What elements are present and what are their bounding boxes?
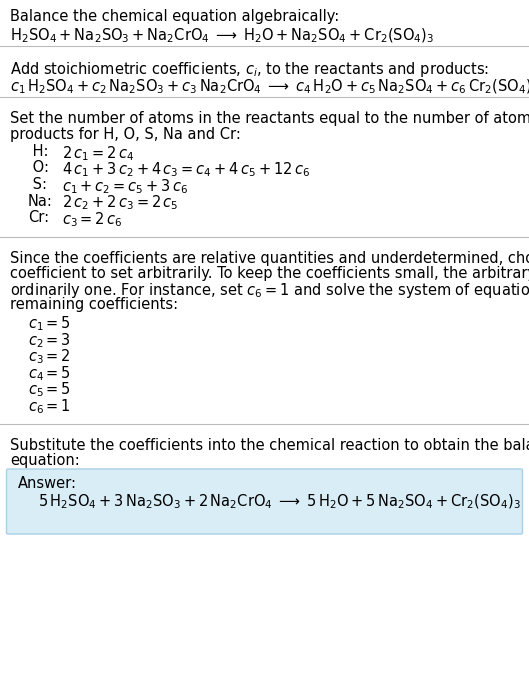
- Text: Since the coefficients are relative quantities and underdetermined, choose a: Since the coefficients are relative quan…: [10, 251, 529, 265]
- Text: coefficient to set arbitrarily. To keep the coefficients small, the arbitrary va: coefficient to set arbitrarily. To keep …: [10, 266, 529, 281]
- Text: products for H, O, S, Na and Cr:: products for H, O, S, Na and Cr:: [10, 126, 241, 142]
- Text: S:: S:: [28, 177, 47, 192]
- Text: $\mathregular{H_2SO_4 + Na_2SO_3 + Na_2CrO_4}$$\;\longrightarrow\;$$\mathregular: $\mathregular{H_2SO_4 + Na_2SO_3 + Na_2C…: [10, 27, 434, 45]
- Text: Answer:: Answer:: [18, 475, 77, 491]
- Text: $2\,c_2 + 2\,c_3 = 2\,c_5$: $2\,c_2 + 2\,c_3 = 2\,c_5$: [62, 194, 179, 212]
- Text: $c_2 = 3$: $c_2 = 3$: [28, 331, 71, 350]
- Text: Na:: Na:: [28, 194, 53, 208]
- Text: $c_5 = 5$: $c_5 = 5$: [28, 381, 71, 399]
- Text: H:: H:: [28, 144, 49, 159]
- Text: $5\,\mathregular{H_2SO_4} + 3\,\mathregular{Na_2SO_3} + 2\,\mathregular{Na_2CrO_: $5\,\mathregular{H_2SO_4} + 3\,\mathregu…: [38, 493, 521, 511]
- Text: $4\,c_1 + 3\,c_2 + 4\,c_3 = c_4 + 4\,c_5 + 12\,c_6$: $4\,c_1 + 3\,c_2 + 4\,c_3 = c_4 + 4\,c_5…: [62, 161, 311, 179]
- FancyBboxPatch shape: [6, 469, 523, 534]
- Text: $c_1\,\mathregular{H_2SO_4} + c_2\,\mathregular{Na_2SO_3} + c_3\,\mathregular{Na: $c_1\,\mathregular{H_2SO_4} + c_2\,\math…: [10, 78, 529, 96]
- Text: Balance the chemical equation algebraically:: Balance the chemical equation algebraica…: [10, 9, 339, 24]
- Text: equation:: equation:: [10, 453, 80, 468]
- Text: O:: O:: [28, 161, 49, 175]
- Text: Set the number of atoms in the reactants equal to the number of atoms in the: Set the number of atoms in the reactants…: [10, 111, 529, 126]
- Text: ordinarily one. For instance, set $c_6 = 1$ and solve the system of equations fo: ordinarily one. For instance, set $c_6 =…: [10, 282, 529, 300]
- Text: $c_1 + c_2 = c_5 + 3\,c_6$: $c_1 + c_2 = c_5 + 3\,c_6$: [62, 177, 188, 196]
- Text: $c_3 = 2\,c_6$: $c_3 = 2\,c_6$: [62, 210, 123, 229]
- Text: Substitute the coefficients into the chemical reaction to obtain the balanced: Substitute the coefficients into the che…: [10, 438, 529, 453]
- Text: $c_6 = 1$: $c_6 = 1$: [28, 397, 71, 416]
- Text: $2\,c_1 = 2\,c_4$: $2\,c_1 = 2\,c_4$: [62, 144, 134, 163]
- Text: Cr:: Cr:: [28, 210, 49, 225]
- Text: Add stoichiometric coefficients, $c_i$, to the reactants and products:: Add stoichiometric coefficients, $c_i$, …: [10, 60, 489, 79]
- Text: $c_4 = 5$: $c_4 = 5$: [28, 364, 71, 383]
- Text: $c_3 = 2$: $c_3 = 2$: [28, 348, 71, 366]
- Text: $c_1 = 5$: $c_1 = 5$: [28, 315, 71, 333]
- Text: remaining coefficients:: remaining coefficients:: [10, 297, 178, 312]
